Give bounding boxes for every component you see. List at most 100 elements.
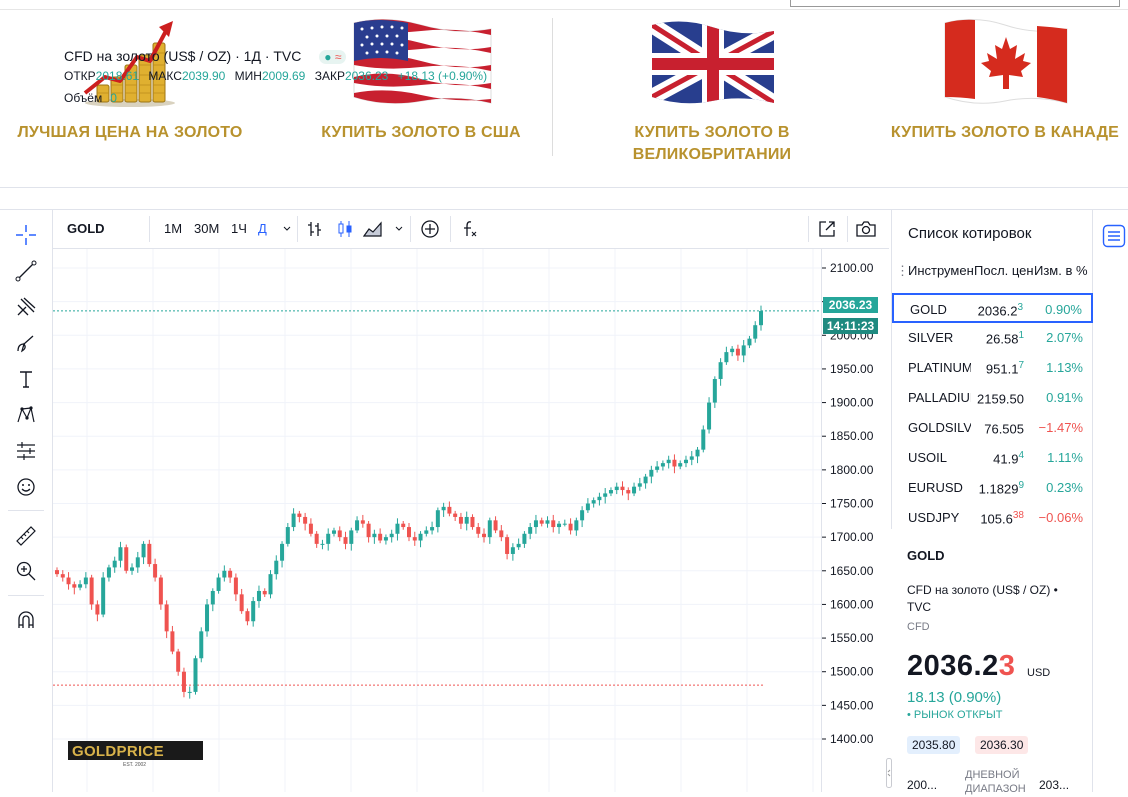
price-chart[interactable]: [53, 249, 821, 792]
candles-style-icon[interactable]: [334, 218, 356, 240]
candle: [153, 558, 158, 582]
column-instrument[interactable]: Инструмент: [908, 263, 974, 278]
close-value: 2036.23: [344, 69, 389, 83]
candle: [482, 528, 487, 543]
candle: [401, 520, 406, 530]
timeframe-30m[interactable]: 30М: [194, 221, 220, 236]
promo-buy-uk[interactable]: КУПИТЬ ЗОЛОТО В ВЕЛИКОБРИТАНИИ: [582, 15, 842, 166]
candle: [124, 544, 129, 574]
add-indicator-icon[interactable]: [419, 218, 441, 240]
ruler-icon[interactable]: [13, 523, 39, 549]
candle: [256, 585, 261, 608]
top-search-box[interactable]: [790, 0, 1120, 7]
candle: [533, 514, 538, 534]
watchlist-row[interactable]: PLATINUM 951.17 1.13%: [892, 353, 1092, 383]
candle: [233, 573, 238, 602]
column-last-price[interactable]: Посл. цена: [974, 263, 1034, 278]
function-icon[interactable]: [458, 218, 480, 240]
candlestick-series: [53, 249, 821, 792]
symbol-search[interactable]: GOLD: [67, 221, 105, 236]
promo-buy-usa[interactable]: КУПИТЬ ЗОЛОТО В США: [291, 15, 551, 144]
toolbar-separator: [450, 216, 451, 242]
legend-title: CFD на золото (US$ / OZ) · 1Д · TVC: [64, 48, 302, 64]
promo-best-price[interactable]: ЛУЧШАЯ ЦЕНА НА ЗОЛОТО: [0, 15, 260, 144]
chevron-down-icon[interactable]: [388, 218, 410, 240]
candle: [418, 531, 423, 548]
drag-handle-icon[interactable]: ⋮: [896, 263, 906, 278]
candle: [378, 528, 383, 544]
crosshair-icon[interactable]: [13, 222, 39, 248]
toolbar-separator: [297, 216, 298, 242]
candle: [545, 516, 550, 528]
timeframe-1m[interactable]: 1М: [164, 221, 183, 236]
row-price: 2159.50: [977, 390, 1024, 406]
trend-line-icon[interactable]: [13, 258, 39, 284]
candle: [707, 397, 712, 434]
row-symbol: USDJPY: [908, 510, 960, 525]
promo-label[interactable]: КУПИТЬ ЗОЛОТО В КАНАДЕ: [890, 124, 1120, 141]
watchlist-row[interactable]: GOLD 2036.23 0.90%: [892, 293, 1093, 323]
magnet-icon[interactable]: [13, 607, 39, 633]
candle: [574, 517, 579, 536]
watchlist-row[interactable]: EURUSD 1.18299 0.23%: [892, 473, 1092, 503]
promo-label[interactable]: ЛУЧШАЯ ЦЕНА НА ЗОЛОТО: [17, 124, 243, 141]
candle: [672, 454, 677, 474]
promo-buy-canada[interactable]: КУПИТЬ ЗОЛОТО В КАНАДЕ: [875, 15, 1128, 144]
price-last-digit: 3: [998, 650, 1016, 682]
promo-label[interactable]: КУПИТЬ ЗОЛОТО В ВЕЛИКОБРИТАНИИ: [632, 124, 792, 163]
area-style-icon[interactable]: [362, 218, 384, 240]
watchlist-row[interactable]: SILVER 26.581 2.07%: [892, 323, 1092, 353]
candle: [580, 506, 585, 528]
watchlist-row[interactable]: USOIL 41.94 1.11%: [892, 443, 1092, 473]
price-tick: 1700.00: [830, 530, 874, 544]
timeframe-day[interactable]: Д: [258, 221, 267, 236]
pattern-icon[interactable]: [13, 402, 39, 428]
row-price: 76.505: [984, 420, 1024, 436]
candle: [383, 534, 388, 545]
watchlist-row[interactable]: USDJPY 105.638 −0.06%: [892, 503, 1092, 533]
candle: [585, 498, 590, 513]
zoom-in-icon[interactable]: [13, 558, 39, 584]
pitchfork-icon[interactable]: [13, 294, 39, 320]
goldprice-logo: GOLDPRICE EST. 2002: [68, 741, 203, 772]
prediction-icon[interactable]: [13, 438, 39, 464]
promo-label[interactable]: КУПИТЬ ЗОЛОТО В США: [321, 124, 521, 141]
scroll-handle[interactable]: [886, 758, 892, 788]
candle: [314, 531, 319, 548]
column-change[interactable]: Изм. в %: [1034, 263, 1088, 278]
candle: [724, 346, 729, 365]
candle: [632, 482, 637, 497]
watchlist-icon[interactable]: [1102, 224, 1126, 253]
candle: [499, 525, 504, 542]
timeframe-1h[interactable]: 1Ч: [231, 221, 247, 236]
smiley-icon[interactable]: [13, 474, 39, 500]
candle: [603, 488, 608, 504]
row-change: 1.13%: [1046, 360, 1083, 375]
row-price-main: 1.1829: [978, 481, 1019, 497]
bars-style-icon[interactable]: [304, 218, 326, 240]
candle: [55, 567, 59, 577]
text-tool-icon[interactable]: [13, 366, 39, 392]
brush-icon[interactable]: [13, 330, 39, 356]
candle: [164, 600, 169, 639]
candle: [193, 655, 198, 695]
camera-icon[interactable]: [855, 218, 877, 240]
candle: [130, 563, 135, 575]
candle: [66, 572, 71, 590]
price-tick: 1900.00: [830, 396, 874, 410]
candle: [551, 514, 556, 533]
row-symbol: GOLDSILVER: [908, 420, 971, 435]
candle: [655, 461, 660, 473]
open-external-icon[interactable]: [816, 218, 838, 240]
watchlist-row[interactable]: PALLADIUM 2159.50 0.91%: [892, 383, 1092, 413]
candle: [366, 520, 371, 543]
candle: [170, 625, 175, 655]
row-price-main: 26.58: [985, 331, 1019, 347]
row-price-main: 2036.2: [977, 303, 1018, 319]
candle: [747, 335, 752, 349]
candle: [285, 523, 290, 547]
watchlist-row[interactable]: GOLDSILVER 76.505 −1.47%: [892, 413, 1092, 443]
row-price-main: 105.6: [980, 511, 1013, 527]
chevron-down-icon[interactable]: [276, 218, 298, 240]
row-price-main: 2159.50: [977, 391, 1024, 407]
